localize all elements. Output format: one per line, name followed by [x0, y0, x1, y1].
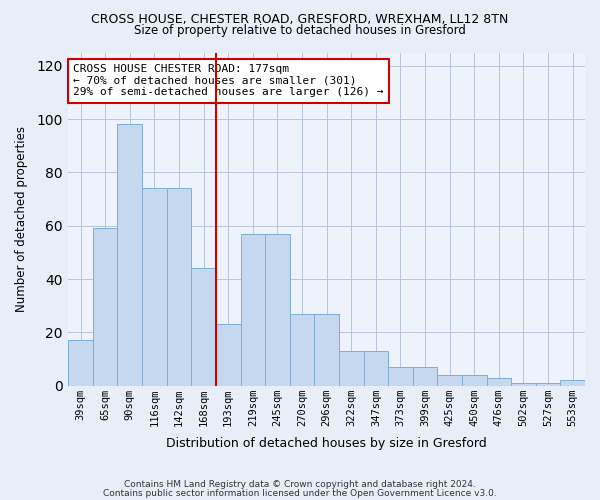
Text: CROSS HOUSE, CHESTER ROAD, GRESFORD, WREXHAM, LL12 8TN: CROSS HOUSE, CHESTER ROAD, GRESFORD, WRE…: [91, 12, 509, 26]
Bar: [68, 340, 93, 386]
Bar: [560, 380, 585, 386]
Bar: [511, 383, 536, 386]
Bar: [339, 351, 364, 386]
Bar: [142, 188, 167, 386]
Bar: [216, 324, 241, 386]
Bar: [191, 268, 216, 386]
Bar: [437, 375, 462, 386]
Bar: [265, 234, 290, 386]
Bar: [241, 234, 265, 386]
Text: Size of property relative to detached houses in Gresford: Size of property relative to detached ho…: [134, 24, 466, 37]
Bar: [487, 378, 511, 386]
Text: CROSS HOUSE CHESTER ROAD: 177sqm
← 70% of detached houses are smaller (301)
29% : CROSS HOUSE CHESTER ROAD: 177sqm ← 70% o…: [73, 64, 384, 98]
X-axis label: Distribution of detached houses by size in Gresford: Distribution of detached houses by size …: [166, 437, 487, 450]
Bar: [388, 367, 413, 386]
Y-axis label: Number of detached properties: Number of detached properties: [15, 126, 28, 312]
Bar: [290, 314, 314, 386]
Bar: [462, 375, 487, 386]
Bar: [314, 314, 339, 386]
Bar: [118, 124, 142, 386]
Text: Contains HM Land Registry data © Crown copyright and database right 2024.: Contains HM Land Registry data © Crown c…: [124, 480, 476, 489]
Bar: [93, 228, 118, 386]
Bar: [413, 367, 437, 386]
Bar: [364, 351, 388, 386]
Text: Contains public sector information licensed under the Open Government Licence v3: Contains public sector information licen…: [103, 488, 497, 498]
Bar: [536, 383, 560, 386]
Bar: [167, 188, 191, 386]
